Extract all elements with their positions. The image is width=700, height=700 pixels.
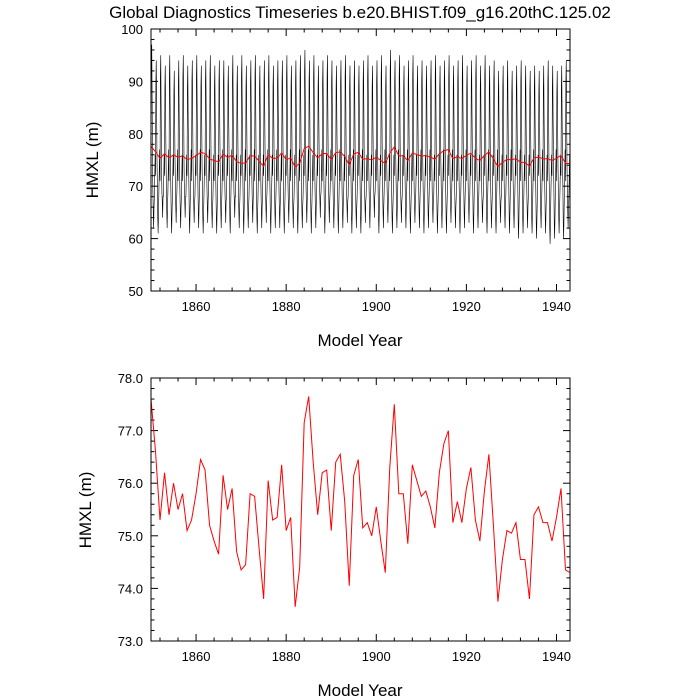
bottom-panel-ticks: 1860 1880 1900 1920 1940 73.0 74.0 75.0 76.0 77.0…	[118, 371, 571, 664]
top-y-tick-label: 70	[129, 179, 143, 194]
chart-title: Global Diagnostics Timeseries b.e20.BHIS…	[109, 3, 611, 22]
top-x-tick-label: 1860	[182, 299, 211, 314]
annual-mean-line-bottom	[150, 396, 571, 607]
top-y-tick-label: 60	[129, 232, 143, 247]
top-x-tick-label: 1940	[542, 299, 571, 314]
bottom-x-tick-label: 1900	[362, 649, 391, 664]
bottom-x-tick-label: 1880	[272, 649, 301, 664]
bottom-x-axis-label: Model Year	[317, 681, 402, 700]
bottom-panel-frame	[150, 377, 571, 642]
top-y-tick-label: 50	[129, 284, 143, 299]
bottom-panel: 1860 1880 1900 1920 1940 73.0 74.0 75.0 76.0 77.0…	[76, 371, 571, 700]
top-x-tick-label: 1900	[362, 299, 391, 314]
monthly-series-line	[150, 44, 570, 244]
top-y-tick-label: 100	[121, 22, 143, 37]
top-y-tick-label: 90	[129, 74, 143, 89]
bottom-x-tick-label: 1920	[452, 649, 481, 664]
bottom-y-tick-label: 78.0	[118, 371, 143, 386]
bottom-y-axis-label: HMXL (m)	[76, 472, 95, 549]
bottom-y-tick-label: 74.0	[118, 581, 143, 596]
top-y-tick-label: 80	[129, 127, 143, 142]
monthly-series	[150, 44, 570, 244]
bottom-y-tick-label: 77.0	[118, 424, 143, 439]
bottom-y-tick-label: 75.0	[118, 529, 143, 544]
top-x-axis-label: Model Year	[317, 331, 402, 350]
top-x-tick-label: 1920	[452, 299, 481, 314]
bottom-y-tick-label: 73.0	[118, 634, 143, 649]
top-panel-ticks: 1860 1880 1900 1920 1940 50 60 70 80 90 100	[121, 22, 571, 314]
top-y-axis-label: HMXL (m)	[83, 122, 102, 199]
top-panel-frame	[150, 28, 571, 292]
top-x-tick-label: 1880	[272, 299, 301, 314]
bottom-x-tick-label: 1860	[182, 649, 211, 664]
annual-mean-line-top	[150, 145, 571, 168]
top-panel: 1860 1880 1900 1920 1940 50 60 70 80 90 100 Model …	[83, 22, 571, 350]
bottom-x-tick-label: 1940	[542, 649, 571, 664]
bottom-y-tick-label: 76.0	[118, 476, 143, 491]
